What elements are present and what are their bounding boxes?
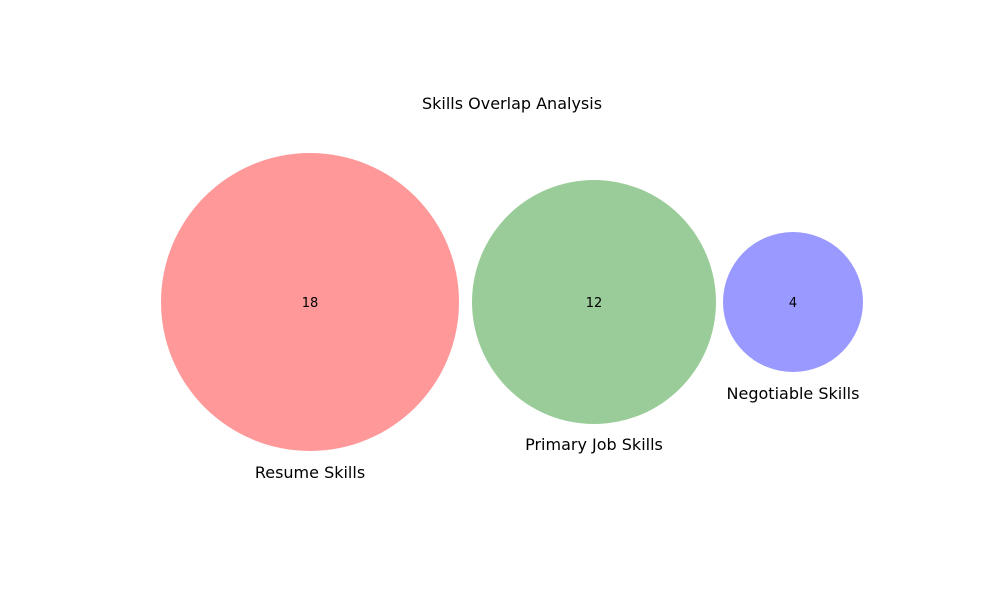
- set-count-negotiable-skills: 4: [789, 296, 797, 311]
- set-negotiable-skills: 4 Negotiable Skills: [723, 232, 863, 403]
- set-count-resume-skills: 18: [302, 296, 319, 311]
- set-resume-skills: 18 Resume Skills: [161, 153, 459, 482]
- set-circle-primary-job-skills: [472, 180, 716, 424]
- diagram-title: Skills Overlap Analysis: [422, 94, 602, 113]
- set-primary-job-skills: 12 Primary Job Skills: [472, 180, 716, 454]
- set-label-resume-skills: Resume Skills: [255, 463, 365, 482]
- set-circle-negotiable-skills: [723, 232, 863, 372]
- set-count-primary-job-skills: 12: [586, 296, 603, 311]
- set-circle-resume-skills: [161, 153, 459, 451]
- set-label-primary-job-skills: Primary Job Skills: [525, 435, 663, 454]
- set-label-negotiable-skills: Negotiable Skills: [727, 384, 860, 403]
